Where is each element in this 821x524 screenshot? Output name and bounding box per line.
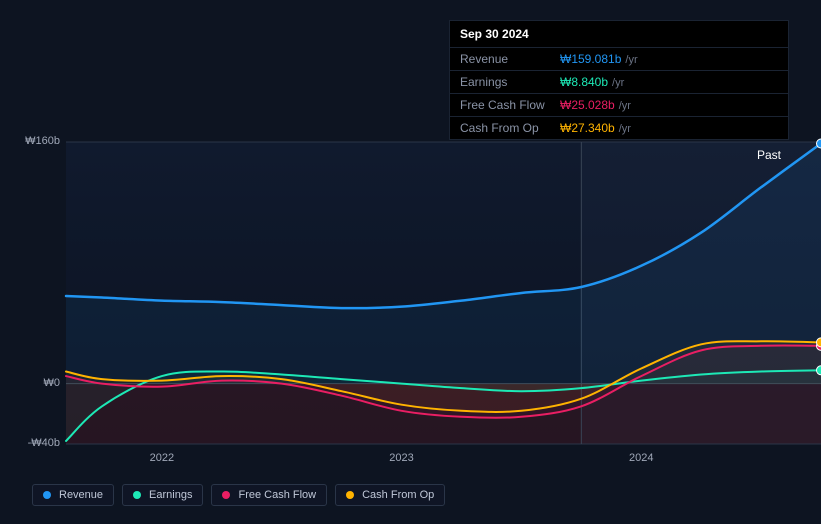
tooltip-row-label: Revenue — [460, 52, 560, 66]
legend-item[interactable]: Revenue — [32, 484, 114, 506]
x-axis-tick: 2023 — [389, 452, 413, 464]
legend-item[interactable]: Cash From Op — [335, 484, 445, 506]
legend-label: Free Cash Flow — [238, 489, 316, 501]
tooltip-row-value: ₩25.028b — [560, 98, 615, 112]
tooltip-row-suffix: /yr — [625, 54, 637, 66]
x-axis-tick: 2022 — [150, 452, 174, 464]
legend-dot — [222, 491, 230, 499]
chart-legend: Revenue Earnings Free Cash Flow Cash From O… — [32, 484, 445, 506]
financials-chart: Sep 30 2024 Revenue₩159.081b/yrEarnings₩… — [16, 0, 805, 524]
legend-dot — [43, 491, 51, 499]
tooltip-row: Earnings₩8.840b/yr — [450, 70, 788, 93]
chart-plot — [66, 142, 821, 444]
legend-label: Earnings — [149, 489, 192, 501]
legend-label: Cash From Op — [362, 489, 434, 501]
tooltip-row-suffix: /yr — [619, 100, 631, 112]
tooltip-date: Sep 30 2024 — [450, 21, 788, 47]
tooltip-row-value: ₩8.840b — [560, 75, 608, 89]
legend-item[interactable]: Free Cash Flow — [211, 484, 327, 506]
chart-tooltip: Sep 30 2024 Revenue₩159.081b/yrEarnings₩… — [449, 20, 789, 140]
tooltip-row: Cash From Op₩27.340b/yr — [450, 116, 788, 139]
y-axis-tick: ₩0 — [16, 377, 60, 389]
tooltip-row-label: Free Cash Flow — [460, 98, 560, 112]
tooltip-row: Free Cash Flow₩25.028b/yr — [450, 93, 788, 116]
tooltip-row-suffix: /yr — [612, 77, 624, 89]
tooltip-row: Revenue₩159.081b/yr — [450, 47, 788, 70]
tooltip-row-value: ₩27.340b — [560, 121, 615, 135]
legend-dot — [133, 491, 141, 499]
tooltip-row-value: ₩159.081b — [560, 52, 621, 66]
legend-label: Revenue — [59, 489, 103, 501]
tooltip-row-suffix: /yr — [619, 123, 631, 135]
tooltip-row-label: Cash From Op — [460, 121, 560, 135]
tooltip-row-label: Earnings — [460, 75, 560, 89]
y-axis-tick: -₩40b — [16, 437, 60, 449]
legend-item[interactable]: Earnings — [122, 484, 203, 506]
y-axis-tick: ₩160b — [16, 135, 60, 147]
past-label: Past — [757, 148, 781, 162]
x-axis-tick: 2024 — [629, 452, 653, 464]
legend-dot — [346, 491, 354, 499]
